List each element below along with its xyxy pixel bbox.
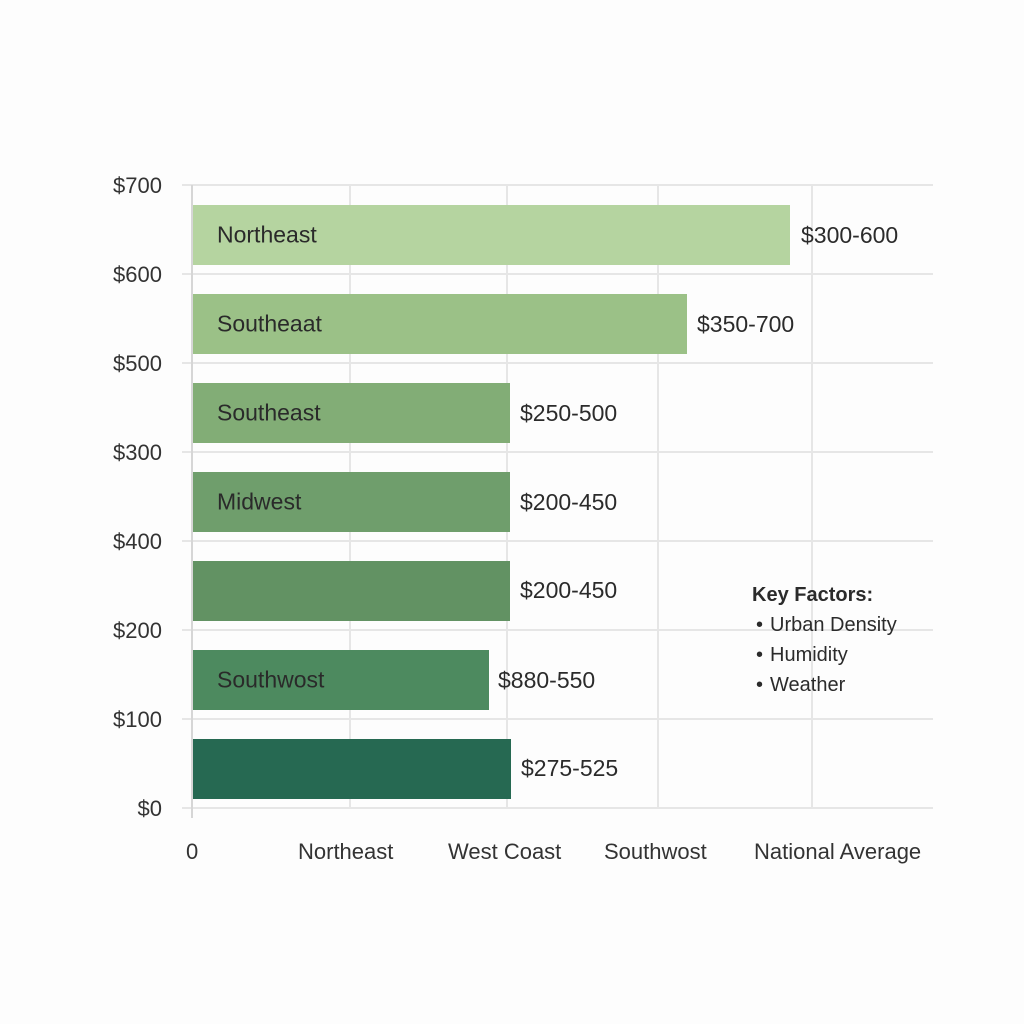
- x-tick-label: 0: [186, 839, 199, 864]
- y-tick-label: $300: [113, 440, 162, 465]
- y-tick-label: $0: [137, 796, 162, 821]
- bar-label: Midwest: [217, 488, 302, 515]
- gridline-h: [182, 273, 933, 275]
- bar-value-label: $300-600: [801, 222, 899, 248]
- bar-value-label: $250-500: [520, 400, 618, 426]
- y-tick-label: $100: [113, 707, 162, 732]
- x-tick-label: Northeast: [298, 839, 394, 864]
- y-axis-line: [191, 185, 193, 818]
- key-factor-item: • Weather: [752, 670, 897, 700]
- gridline-v: [811, 185, 813, 808]
- gridline-h: [182, 540, 933, 542]
- bar-southwost[interactable]: Southwost: [193, 650, 489, 710]
- bar-label: Southeaat: [217, 310, 322, 337]
- y-tick-label: $400: [113, 529, 162, 554]
- bar-label: Northeast: [217, 221, 317, 248]
- bar-value-label: $200-450: [520, 489, 618, 515]
- bar-value-label: $200-450: [520, 577, 618, 603]
- bar-southeaat[interactable]: Southeaat: [193, 294, 687, 354]
- bar-value-label: $275-525: [521, 755, 619, 781]
- gridline-h: [182, 629, 933, 631]
- gridline-h: [182, 184, 933, 186]
- y-tick-label: $200: [113, 618, 162, 643]
- bar-label: Southeast: [217, 399, 321, 426]
- key-factors-annotation: Key Factors: • Urban Density • Humidity • W…: [752, 580, 897, 700]
- bar-unlabeled-2[interactable]: [193, 739, 511, 799]
- key-factor-item: • Humidity: [752, 640, 897, 670]
- bullet-icon: •: [756, 674, 764, 696]
- x-tick-label: Southwost: [604, 839, 707, 864]
- key-factor-label: Weather: [770, 674, 846, 696]
- gridline-h: [182, 718, 933, 720]
- key-factor-item: • Urban Density: [752, 610, 897, 640]
- bullet-icon: •: [756, 644, 764, 666]
- bar-southeast[interactable]: Southeast: [193, 383, 510, 443]
- key-factor-label: Urban Density: [770, 614, 897, 636]
- y-tick-label: $700: [113, 173, 162, 198]
- bar-value-label: $350-700: [697, 311, 795, 337]
- x-tick-label: West Coast: [448, 839, 562, 864]
- y-tick-label: $500: [113, 351, 162, 376]
- gridline-h: [182, 451, 933, 453]
- bullet-icon: •: [756, 614, 764, 636]
- key-factor-label: Humidity: [770, 644, 848, 666]
- gridline-h: [182, 362, 933, 364]
- bar-northeast[interactable]: Northeast: [193, 205, 790, 265]
- bar-label: Southwost: [217, 666, 325, 693]
- gridline-v: [657, 185, 659, 808]
- bar-midwest[interactable]: Midwest: [193, 472, 510, 532]
- x-tick-label: National Average: [754, 839, 922, 864]
- gridline-h: [182, 807, 933, 809]
- key-factors-title: Key Factors:: [752, 584, 874, 606]
- bar-unlabeled-1[interactable]: [193, 561, 510, 621]
- bar-value-label: $880-550: [498, 667, 596, 693]
- y-tick-label: $600: [113, 262, 162, 287]
